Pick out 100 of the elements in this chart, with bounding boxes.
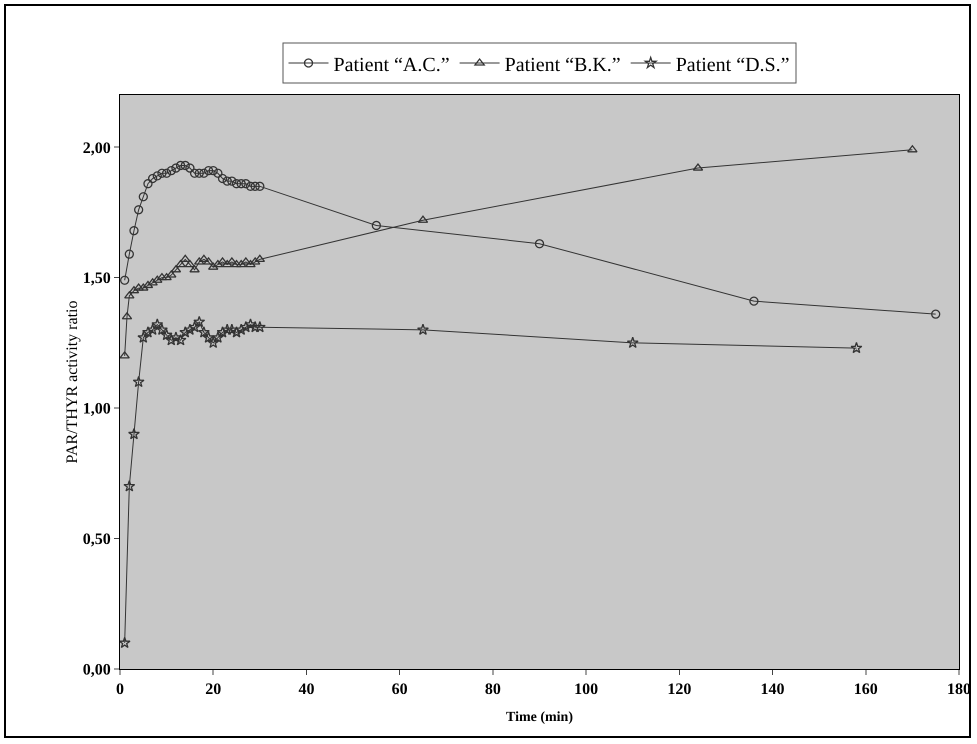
point (185, 163, 195, 173)
point (203, 257, 214, 265)
x-tick-label: 40 (298, 681, 314, 698)
point (120, 276, 130, 285)
y-tick-label: 0,00 (82, 662, 111, 679)
point (179, 326, 192, 338)
point (207, 336, 220, 348)
point (143, 179, 153, 188)
point (227, 176, 237, 186)
point (222, 176, 232, 186)
x-tick-label: 140 (760, 681, 785, 698)
point (222, 260, 232, 268)
point (157, 168, 167, 178)
x-tick-label: 80 (484, 681, 501, 698)
point (124, 250, 134, 259)
point (148, 174, 158, 184)
x-tick-label: 20 (205, 681, 222, 698)
point (240, 257, 252, 265)
point (232, 179, 242, 188)
point (199, 168, 209, 178)
point (216, 326, 229, 338)
point (156, 272, 168, 280)
point (176, 160, 186, 170)
legend-label: Patient “A.C.” (334, 54, 450, 76)
point (124, 291, 135, 299)
point (230, 326, 243, 338)
point (226, 324, 238, 335)
point (138, 192, 148, 202)
point (850, 342, 862, 354)
point (138, 283, 149, 291)
point (194, 168, 204, 178)
y-tick-label: 1,50 (82, 270, 111, 288)
point (236, 260, 246, 268)
point (244, 318, 256, 330)
point (241, 179, 250, 188)
point (208, 166, 218, 176)
point (133, 283, 144, 291)
point (231, 260, 242, 268)
point (170, 331, 182, 343)
point (626, 336, 639, 348)
point (254, 320, 266, 332)
point (120, 351, 130, 359)
point (198, 326, 210, 338)
point (212, 260, 224, 268)
point (128, 428, 140, 440)
point (217, 257, 228, 265)
point (236, 179, 246, 188)
point (255, 182, 264, 191)
point (254, 254, 266, 262)
point (142, 280, 154, 288)
point (184, 260, 196, 268)
x-axis-title: Time (min) (506, 710, 574, 725)
point (221, 324, 234, 335)
x-tick-label: 120 (667, 681, 692, 698)
point (156, 324, 168, 335)
point (212, 331, 224, 343)
point (132, 376, 145, 388)
x-tick-label: 160 (854, 681, 878, 698)
point (162, 168, 172, 178)
point (166, 166, 176, 176)
point (235, 324, 248, 335)
point (188, 320, 201, 332)
point (180, 160, 190, 170)
point (175, 260, 186, 268)
point (749, 296, 759, 306)
y-tick-label: 1,00 (82, 400, 111, 418)
point (134, 205, 144, 214)
point (198, 254, 210, 262)
point (152, 171, 162, 181)
point (190, 168, 200, 178)
point (245, 260, 256, 268)
point (184, 324, 196, 335)
y-axis-title: PAR/THYR activity ratio (64, 300, 81, 464)
y-tick-label: 0,50 (82, 531, 111, 548)
point (246, 182, 256, 191)
point (202, 331, 215, 343)
point (166, 270, 177, 278)
point (146, 324, 159, 335)
legend-label: Patient “D.S.” (676, 54, 790, 76)
x-tick-label: 100 (574, 681, 598, 698)
point (534, 239, 544, 248)
point (193, 316, 206, 328)
point (120, 636, 131, 648)
point (692, 163, 704, 171)
point (931, 310, 940, 319)
point (129, 226, 139, 236)
point (250, 257, 260, 265)
y-tick-label: 2,00 (82, 140, 111, 157)
x-tick-label: 60 (392, 681, 408, 698)
legend-label: Patient “B.K.” (504, 54, 621, 76)
point (218, 174, 228, 184)
point (137, 331, 150, 343)
point (204, 166, 214, 176)
point (171, 163, 181, 173)
point (161, 272, 172, 280)
point (372, 220, 382, 230)
point (416, 324, 429, 335)
point (151, 318, 164, 330)
point (160, 328, 173, 340)
point (226, 257, 238, 265)
